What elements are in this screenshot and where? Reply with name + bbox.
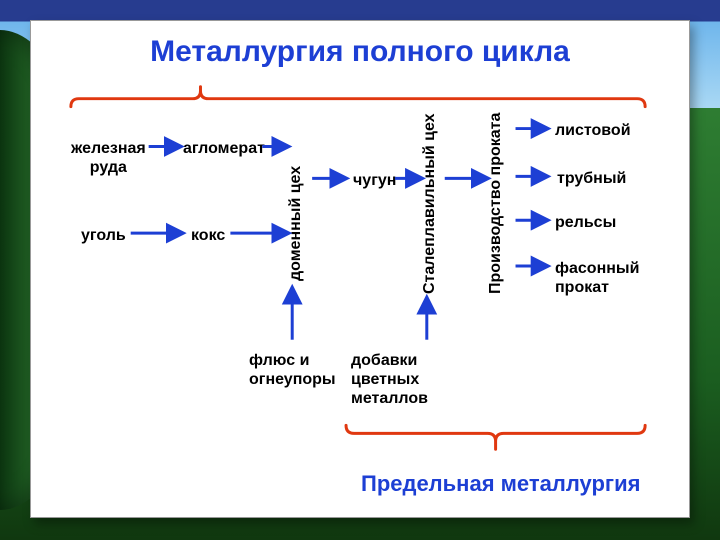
diagram-card: Металлургия полного цикла железная руда … <box>30 20 690 518</box>
diagram-svg <box>31 21 689 517</box>
